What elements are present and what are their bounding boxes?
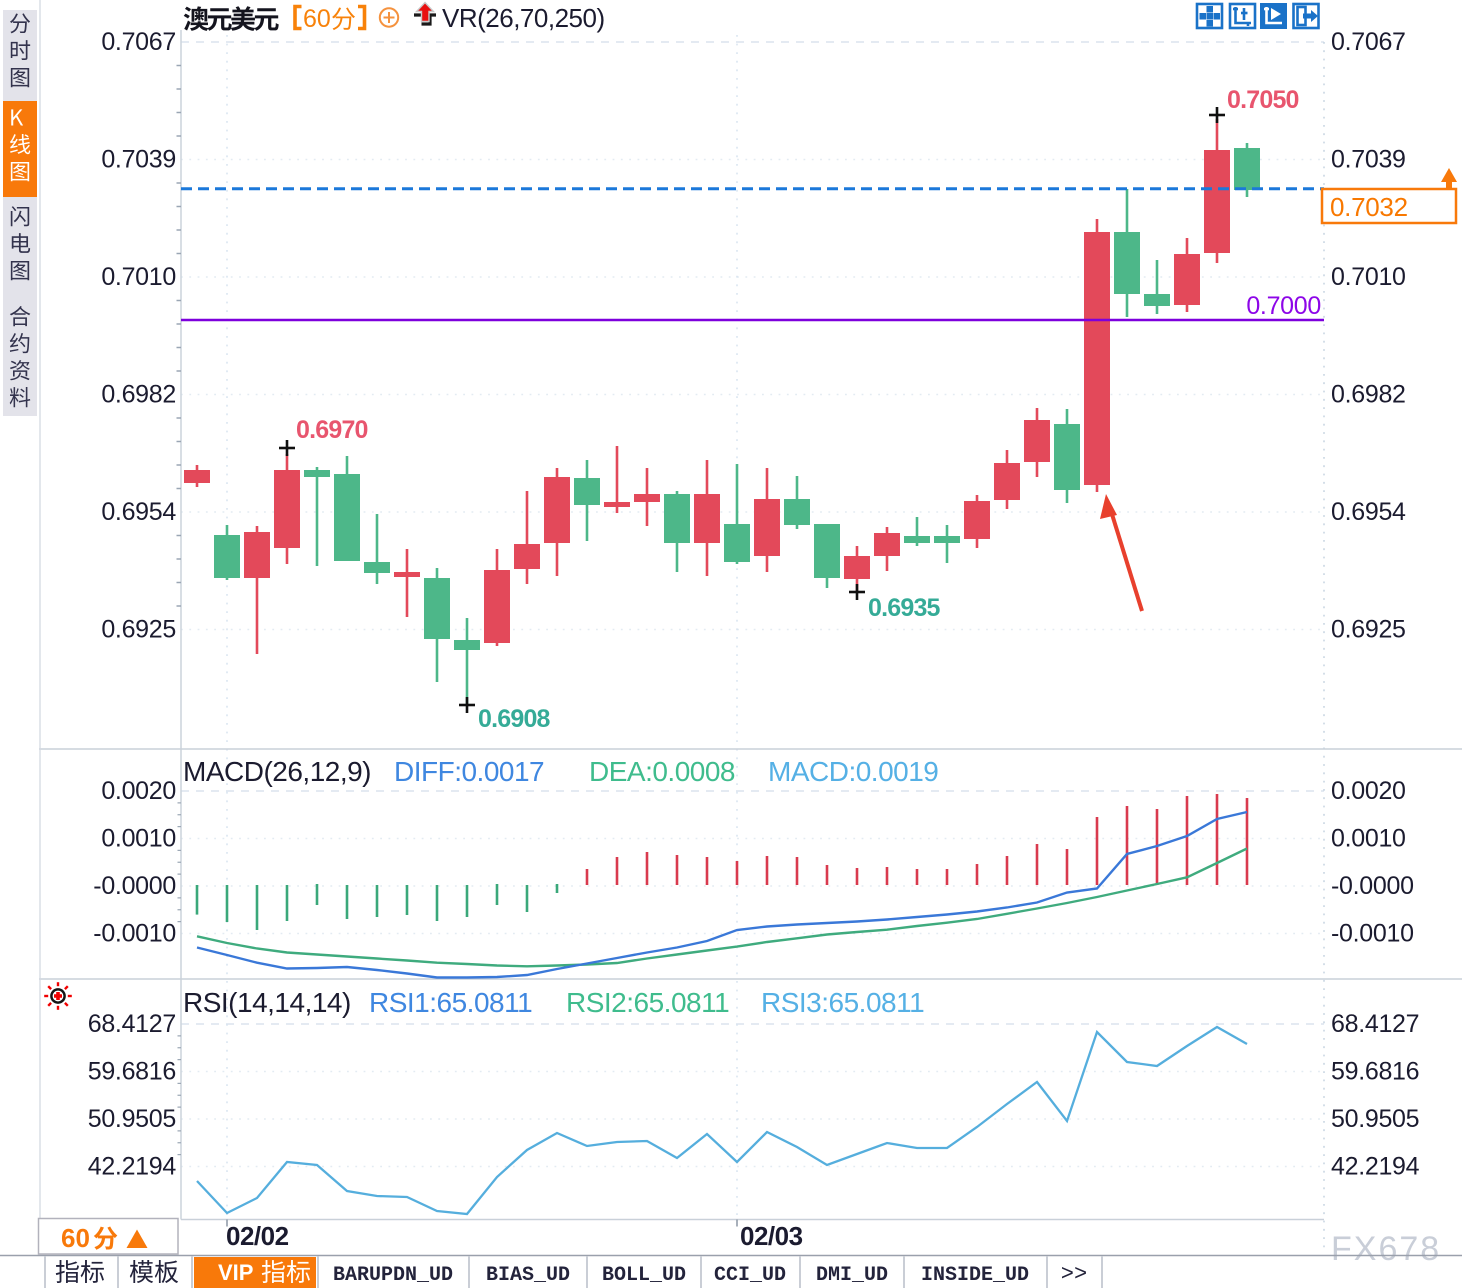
svg-text:0.6908: 0.6908	[478, 705, 551, 733]
svg-text:INSIDE_UD: INSIDE_UD	[921, 1264, 1029, 1287]
svg-text:0.7067: 0.7067	[1331, 28, 1406, 56]
svg-text:0.7067: 0.7067	[101, 28, 176, 56]
svg-text:0.6970: 0.6970	[296, 416, 368, 444]
svg-text:0.7032: 0.7032	[1330, 192, 1408, 222]
svg-text:0.6954: 0.6954	[101, 498, 176, 526]
svg-text:0.7000: 0.7000	[1246, 292, 1321, 320]
svg-text:CCI_UD: CCI_UD	[714, 1264, 786, 1287]
svg-text:50.9505: 50.9505	[88, 1105, 176, 1133]
svg-text:-0.0010: -0.0010	[93, 920, 176, 948]
svg-text:RSI(14,14,14): RSI(14,14,14)	[183, 987, 351, 1018]
svg-text:DMI_UD: DMI_UD	[816, 1264, 888, 1287]
svg-text:RSI3:65.0811: RSI3:65.0811	[761, 987, 924, 1018]
svg-text:RSI2:65.0811: RSI2:65.0811	[566, 987, 729, 1018]
svg-text:0.7010: 0.7010	[1331, 263, 1406, 291]
svg-text:0.0020: 0.0020	[1331, 777, 1406, 805]
svg-text:02/03: 02/03	[740, 1221, 803, 1251]
svg-text:0.7039: 0.7039	[101, 146, 176, 174]
svg-text:VR(26,70,250): VR(26,70,250)	[442, 3, 605, 33]
svg-text:59.6816: 59.6816	[88, 1058, 176, 1086]
svg-text:0.6982: 0.6982	[1331, 381, 1406, 409]
svg-text:42.2194: 42.2194	[1331, 1153, 1420, 1181]
svg-text:BOLL_UD: BOLL_UD	[602, 1264, 686, 1287]
svg-text:BARUPDN_UD: BARUPDN_UD	[333, 1264, 453, 1287]
svg-text:0.7039: 0.7039	[1331, 146, 1406, 174]
svg-text:42.2194: 42.2194	[88, 1153, 177, 1181]
svg-text:50.9505: 50.9505	[1331, 1105, 1419, 1133]
svg-text:60: 60	[303, 5, 331, 33]
svg-text:-0.0000: -0.0000	[1331, 872, 1414, 900]
svg-text:>>: >>	[1061, 1262, 1087, 1287]
svg-text:0.6925: 0.6925	[101, 616, 176, 644]
svg-text:RSI1:65.0811: RSI1:65.0811	[369, 987, 532, 1018]
svg-text:MACD:0.0019: MACD:0.0019	[768, 756, 938, 787]
svg-text:MACD(26,12,9): MACD(26,12,9)	[183, 756, 371, 787]
svg-text:0.7050: 0.7050	[1227, 86, 1299, 114]
svg-text:0.6925: 0.6925	[1331, 616, 1406, 644]
svg-text:68.4127: 68.4127	[1331, 1010, 1419, 1038]
svg-text:-0.0000: -0.0000	[93, 872, 176, 900]
svg-text:0.6935: 0.6935	[868, 594, 941, 622]
svg-text:VIP: VIP	[218, 1260, 253, 1285]
svg-text:0.0010: 0.0010	[1331, 825, 1406, 853]
svg-text:DIFF:0.0017: DIFF:0.0017	[394, 756, 544, 787]
svg-text:DEA:0.0008: DEA:0.0008	[589, 756, 735, 787]
svg-text:0.7010: 0.7010	[101, 263, 176, 291]
svg-text:-0.0010: -0.0010	[1331, 920, 1414, 948]
svg-text:0.6982: 0.6982	[101, 381, 176, 409]
svg-text:60: 60	[61, 1223, 90, 1253]
svg-text:0.0020: 0.0020	[101, 777, 176, 805]
svg-text:0.6954: 0.6954	[1331, 498, 1406, 526]
svg-text:68.4127: 68.4127	[88, 1010, 176, 1038]
svg-text:59.6816: 59.6816	[1331, 1058, 1419, 1086]
svg-text:02/02: 02/02	[226, 1221, 289, 1251]
svg-text:BIAS_UD: BIAS_UD	[486, 1264, 570, 1287]
svg-text:0.0010: 0.0010	[101, 825, 176, 853]
svg-text:FX678: FX678	[1331, 1230, 1441, 1268]
